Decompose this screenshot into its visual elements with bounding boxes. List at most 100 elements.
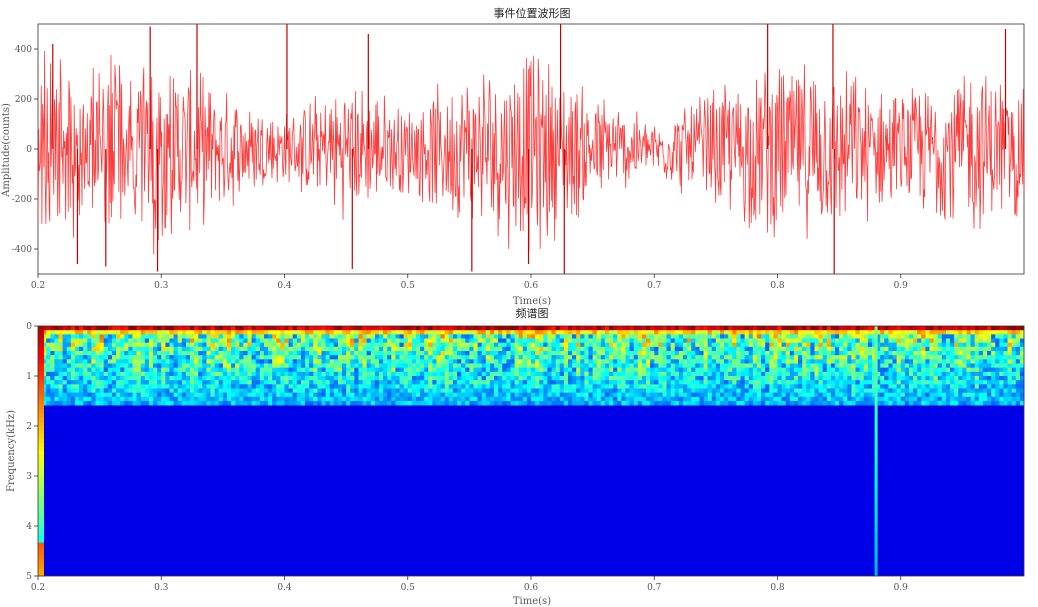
spectrogram-cell — [793, 367, 799, 373]
spectrogram-cell — [880, 330, 885, 335]
spectrogram-cell — [691, 359, 696, 364]
spectrogram-cell — [1015, 392, 1021, 398]
spectrogram-cell — [814, 351, 819, 356]
spectrogram-cell — [921, 376, 926, 381]
spectrogram-cell — [691, 367, 696, 373]
spectrogram-cell — [457, 330, 462, 335]
spectrogram-cell — [954, 359, 959, 364]
spectrogram-cell — [876, 367, 881, 373]
spectrogram-cell — [695, 342, 700, 348]
spectrogram-cell — [198, 355, 203, 360]
spectrogram-cell — [387, 342, 392, 348]
spectrogram-cell — [305, 376, 310, 381]
spectrogram-cell — [83, 396, 88, 402]
spectrogram-cell — [761, 392, 766, 398]
spectrogram-cell — [752, 330, 758, 335]
spectrogram-cell — [732, 359, 737, 364]
spectrogram-cell — [826, 392, 832, 398]
spectrogram-cell — [830, 330, 836, 335]
spectrogram-cell — [194, 396, 199, 402]
spectrogram-cell — [358, 401, 363, 406]
spectrogram-cell — [161, 392, 166, 398]
spectrogram-cell — [243, 380, 248, 385]
spectrogram-cell — [144, 396, 150, 402]
spectrogram-cell — [892, 392, 897, 398]
spectrogram-cell — [769, 367, 774, 373]
spectrogram-cell — [399, 342, 404, 348]
spectrogram-cell — [259, 384, 265, 389]
spectrogram-cell — [793, 355, 799, 360]
spectrogram-cell — [74, 367, 80, 373]
spectrogram-cell — [91, 334, 96, 339]
spectrogram-cell — [876, 376, 881, 381]
spectrogram-cell — [596, 351, 602, 356]
spectrogram-cell — [173, 326, 178, 331]
spectrogram-cell — [346, 359, 351, 364]
spectrogram-cell — [855, 346, 860, 352]
spectrogram-cell — [559, 351, 565, 356]
spectrogram-cell — [198, 351, 203, 356]
spectrogram-cell — [190, 367, 195, 373]
spectrogram-cell — [584, 359, 589, 364]
spectrogram-cell — [79, 367, 84, 373]
spectrogram-cell — [362, 367, 367, 373]
spectrogram-cell — [522, 346, 528, 352]
spectrogram-cell — [719, 380, 725, 385]
spectrogram-cell — [374, 363, 380, 368]
spectrogram-cell — [609, 376, 614, 381]
spectrogram-cell — [876, 359, 881, 364]
spectrogram-cell — [793, 384, 799, 389]
spectrogram-cell — [461, 367, 466, 373]
spectrogram-cell — [506, 338, 511, 343]
spectrogram-cell — [658, 384, 663, 389]
spectrogram-cell — [444, 396, 450, 402]
spectrogram-cell — [966, 367, 971, 373]
spectrogram-cell — [407, 346, 413, 352]
spectrogram-cell — [288, 380, 294, 385]
spectrogram-cell — [543, 355, 548, 360]
spectrogram-cell — [243, 342, 248, 348]
spectrogram-cell — [181, 371, 187, 377]
spectrogram-cell — [411, 371, 417, 377]
spectrogram-cell — [900, 326, 906, 331]
spectrogram-cell — [567, 401, 573, 406]
spectrogram-cell — [399, 380, 404, 385]
spectrogram-cell — [124, 351, 129, 356]
spectrogram-cell — [263, 351, 269, 356]
spectrogram-cell — [103, 376, 109, 381]
spectrogram-cell — [572, 384, 577, 389]
spectrogram-cell — [658, 346, 663, 352]
spectrogram-cell — [481, 355, 487, 360]
spectrogram-cell — [107, 326, 113, 331]
spectrogram-cell — [687, 367, 692, 373]
spectrogram-cell — [732, 330, 737, 335]
spectrogram-cell — [263, 359, 269, 364]
spectrogram-cell — [325, 371, 330, 377]
spectrogram-event-column — [874, 330, 878, 335]
spectrogram-cell — [218, 388, 224, 393]
spectrogram-cell — [399, 330, 404, 335]
spectrogram-cell — [83, 326, 88, 331]
spectrogram-cell — [358, 338, 363, 343]
spectrogram-cell — [239, 392, 244, 398]
spectrogram-cell — [91, 376, 96, 381]
spectrogram-cell — [124, 346, 129, 352]
spectrogram-cell — [555, 363, 561, 368]
spectrogram-cell — [502, 363, 507, 368]
spectrogram-cell — [116, 326, 121, 331]
spectrogram-cell — [226, 355, 232, 360]
spectrogram-cell — [810, 396, 815, 402]
spectrogram-cell — [633, 396, 639, 402]
spectrogram-cell — [333, 355, 339, 360]
spectrogram-cell — [543, 367, 548, 373]
spectrogram-cell — [880, 396, 885, 402]
spectrogram-cell — [362, 342, 367, 348]
spectrogram-cell — [226, 330, 232, 335]
spectrogram-event-column — [874, 338, 878, 343]
spectrogram-cell — [132, 330, 137, 335]
spectrogram-cell — [469, 376, 474, 381]
spectrogram-cell — [498, 334, 503, 339]
spectrogram-cell — [666, 401, 671, 406]
spectrogram-cell — [773, 392, 778, 398]
spectrogram-cell — [403, 367, 409, 373]
